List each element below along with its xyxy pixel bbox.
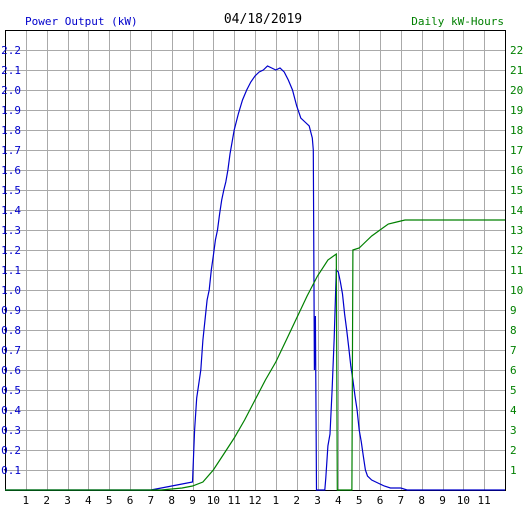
right-tick-label: 5 xyxy=(510,384,517,397)
left-tick-label: 1.3 xyxy=(1,224,21,237)
x-tick-label: 2 xyxy=(293,494,300,507)
right-tick-label: 22 xyxy=(510,44,523,57)
x-tick-label: 9 xyxy=(189,494,196,507)
left-tick-label: 0.5 xyxy=(1,384,21,397)
x-tick-label: 12 xyxy=(248,494,261,507)
right-tick-label: 8 xyxy=(510,324,517,337)
x-tick-label: 10 xyxy=(207,494,220,507)
left-tick-label: 1.1 xyxy=(1,264,21,277)
x-tick-label: 6 xyxy=(127,494,134,507)
left-tick-label: 0.1 xyxy=(1,464,21,477)
right-axis-label: Daily kW-Hours xyxy=(411,15,504,28)
x-tick-label: 2 xyxy=(43,494,50,507)
right-tick-label: 2 xyxy=(510,444,517,457)
left-tick-label: 1.8 xyxy=(1,124,21,137)
left-tick-label: 1.2 xyxy=(1,244,21,257)
right-tick-label: 13 xyxy=(510,224,523,237)
left-tick-label: 1.7 xyxy=(1,144,21,157)
left-tick-label: 0.6 xyxy=(1,364,21,377)
left-tick-label: 0.3 xyxy=(1,424,21,437)
right-tick-label: 14 xyxy=(510,204,524,217)
right-tick-label: 18 xyxy=(510,124,523,137)
plot-frame xyxy=(5,30,506,491)
x-tick-label: 9 xyxy=(439,494,446,507)
left-tick-label: 0.9 xyxy=(1,304,21,317)
left-axis-ticks: 0.1 0.2 0.3 0.4 0.5 0.6 0.7 0.8 0.9 1.0 1.1 1.2 1.3 1… xyxy=(1,44,21,477)
left-tick-label: 2.0 xyxy=(1,84,21,97)
left-axis-label: Power Output (kW) xyxy=(25,15,138,28)
grid-lines xyxy=(5,30,505,490)
x-tick-label: 3 xyxy=(64,494,71,507)
right-tick-label: 10 xyxy=(510,284,523,297)
x-tick-label: 1 xyxy=(273,494,280,507)
x-tick-label: 5 xyxy=(106,494,113,507)
x-tick-label: 4 xyxy=(85,494,92,507)
right-tick-label: 15 xyxy=(510,184,523,197)
right-tick-label: 9 xyxy=(510,304,517,317)
x-tick-label: 5 xyxy=(356,494,363,507)
right-tick-label: 20 xyxy=(510,84,523,97)
series-group xyxy=(5,65,505,491)
right-tick-label: 6 xyxy=(510,364,517,377)
x-tick-label: 4 xyxy=(335,494,342,507)
right-tick-label: 3 xyxy=(510,424,517,437)
x-axis-ticks: 1 2 3 4 5 6 7 8 9 10 11 12 1 2 3 4 5 6 7 8 9 10 11 xyxy=(23,494,491,507)
left-tick-label: 0.4 xyxy=(1,404,21,417)
left-tick-label: 1.4 xyxy=(1,204,21,217)
daily-kwh-series-line xyxy=(5,219,505,491)
left-tick-label: 0.2 xyxy=(1,444,21,457)
x-tick-label: 3 xyxy=(314,494,321,507)
chart-title: 04/18/2019 xyxy=(224,12,302,27)
x-tick-label: 7 xyxy=(398,494,405,507)
x-tick-label: 1 xyxy=(23,494,30,507)
left-tick-label: 2.2 xyxy=(1,44,21,57)
x-tick-label: 10 xyxy=(457,494,470,507)
right-tick-label: 19 xyxy=(510,104,523,117)
x-tick-label: 8 xyxy=(418,494,425,507)
right-tick-label: 17 xyxy=(510,144,523,157)
right-tick-label: 1 xyxy=(510,464,517,477)
right-tick-label: 12 xyxy=(510,244,523,257)
x-tick-label: 6 xyxy=(377,494,384,507)
left-tick-label: 0.7 xyxy=(1,344,21,357)
left-tick-label: 0.8 xyxy=(1,324,21,337)
left-tick-label: 2.1 xyxy=(1,64,21,77)
x-tick-label: 11 xyxy=(478,494,491,507)
right-tick-label: 16 xyxy=(510,164,523,177)
x-tick-label: 11 xyxy=(228,494,241,507)
right-tick-label: 11 xyxy=(510,264,523,277)
right-tick-label: 7 xyxy=(510,344,517,357)
left-tick-label: 1.0 xyxy=(1,284,21,297)
left-tick-label: 1.9 xyxy=(1,104,21,117)
x-tick-label: 7 xyxy=(148,494,155,507)
x-tick-label: 8 xyxy=(168,494,175,507)
left-tick-label: 1.5 xyxy=(1,184,21,197)
right-tick-label: 4 xyxy=(510,404,517,417)
power-output-series-line xyxy=(5,65,505,491)
left-tick-label: 1.6 xyxy=(1,164,21,177)
right-tick-label: 21 xyxy=(510,64,523,77)
